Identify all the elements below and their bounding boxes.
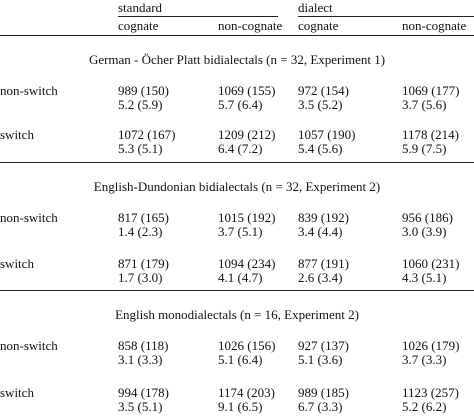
row-label: switch xyxy=(0,256,34,271)
header-dialect-underline xyxy=(298,16,474,17)
table-cell: 6.7 (3.3) xyxy=(298,399,343,414)
table-cell: 927 (137) xyxy=(298,338,349,353)
table-cell: 2.6 (3.4) xyxy=(298,270,343,285)
table-cell: 1094 (234) xyxy=(218,256,276,271)
table-cell: 989 (185) xyxy=(298,385,349,400)
header-standard-underline xyxy=(118,16,278,17)
table-cell: 5.1 (3.6) xyxy=(298,352,343,367)
table-cell: 4.1 (4.7) xyxy=(218,270,263,285)
table-cell: 5.1 (6.4) xyxy=(218,352,263,367)
section-divider xyxy=(0,290,474,291)
table-cell: 1.4 (2.3) xyxy=(118,224,163,239)
table-cell: 956 (186) xyxy=(402,210,453,225)
table-cell: 1026 (156) xyxy=(218,338,276,353)
row-label: non-switch xyxy=(0,338,58,353)
table-cell: 858 (118) xyxy=(118,338,169,353)
section-title: English monodialectals (n = 16, Experime… xyxy=(115,307,359,322)
table-cell: 5.7 (6.4) xyxy=(218,97,263,112)
table-cell: 3.1 (3.3) xyxy=(118,352,163,367)
table-cell: 1.7 (3.0) xyxy=(118,270,163,285)
table-cell: 1060 (231) xyxy=(402,256,460,271)
column-header-dialect-cognate: cognate xyxy=(298,18,339,33)
table-cell: 1015 (192) xyxy=(218,210,276,225)
column-header-standard-cognate: cognate xyxy=(118,18,159,33)
table-cell: 5.4 (5.6) xyxy=(298,141,343,156)
table-cell: 5.9 (7.5) xyxy=(402,141,447,156)
table-cell: 1178 (214) xyxy=(402,127,459,142)
table-cell: 989 (150) xyxy=(118,83,169,98)
table-cell: 1057 (190) xyxy=(298,127,356,142)
row-label: switch xyxy=(0,127,34,142)
column-header-dialect-noncognate: non-cognate xyxy=(402,18,467,33)
table-cell: 4.3 (5.1) xyxy=(402,270,447,285)
table-cell: 3.4 (4.4) xyxy=(298,224,343,239)
table-cell: 3.5 (5.2) xyxy=(298,97,343,112)
table-cell: 972 (154) xyxy=(298,83,349,98)
header-dialect: dialect xyxy=(298,0,333,15)
table-cell: 1069 (155) xyxy=(218,83,276,98)
table-cell: 6.4 (7.2) xyxy=(218,141,263,156)
table-cell: 3.7 (3.3) xyxy=(402,352,447,367)
row-label: non-switch xyxy=(0,83,58,98)
table-cell: 871 (179) xyxy=(118,256,169,271)
table-cell: 839 (192) xyxy=(298,210,349,225)
table-cell: 9.1 (6.5) xyxy=(218,399,263,414)
table-cell: 1174 (203) xyxy=(218,385,275,400)
column-header-standard-noncognate: non-cognate xyxy=(218,18,283,33)
table-cell: 1069 (177) xyxy=(402,83,460,98)
table-cell: 1209 (212) xyxy=(218,127,276,142)
row-label: switch xyxy=(0,385,34,400)
table-cell: 5.3 (5.1) xyxy=(118,141,163,156)
section-title: German - Öcher Platt bidialectals (n = 3… xyxy=(88,52,386,67)
table-cell: 817 (165) xyxy=(118,210,169,225)
table-cell: 3.0 (3.9) xyxy=(402,224,447,239)
table-cell: 994 (178) xyxy=(118,385,169,400)
header-bottom-rule xyxy=(0,35,474,36)
header-standard: standard xyxy=(118,0,163,15)
table-cell: 1123 (257) xyxy=(402,385,459,400)
table-cell: 877 (191) xyxy=(298,256,349,271)
row-label: non-switch xyxy=(0,210,58,225)
table-cell: 5.2 (5.9) xyxy=(118,97,163,112)
table-cell: 3.5 (5.1) xyxy=(118,399,163,414)
table-cell: 3.7 (5.1) xyxy=(218,224,263,239)
section-divider xyxy=(0,162,474,163)
table-cell: 5.2 (6.2) xyxy=(402,399,447,414)
table-cell: 3.7 (5.6) xyxy=(402,97,447,112)
section-title: English-Dundonian bidialectals (n = 32, … xyxy=(93,179,381,194)
table-cell: 1072 (167) xyxy=(118,127,176,142)
table-cell: 1026 (179) xyxy=(402,338,460,353)
